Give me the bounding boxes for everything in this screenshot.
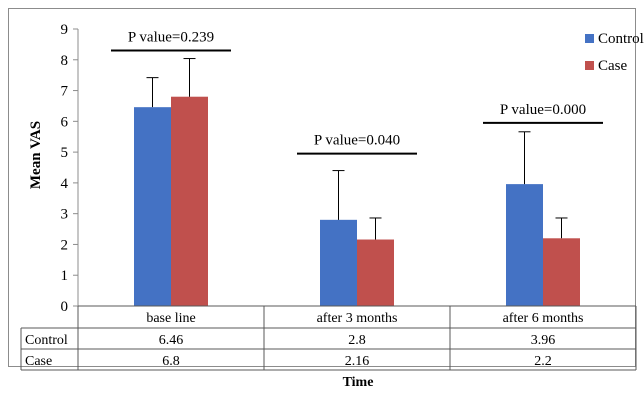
table-cell: 2.8 (348, 333, 366, 348)
legend-label-control: Control (598, 31, 644, 47)
legend-label-case: Case (598, 58, 628, 74)
bar-case-1 (357, 239, 394, 306)
bar-case-0 (171, 96, 208, 306)
annotations-group: P value=0.239 P value=0.040 P value=0.000 (111, 30, 603, 155)
p-value-label: P value=0.000 (500, 102, 586, 118)
bar-case-2 (543, 238, 580, 306)
y-axis-label: Mean VAS (28, 121, 44, 189)
chart-frame (8, 8, 636, 367)
y-tick-label: 4 (61, 176, 69, 192)
y-tick-label: 0 (61, 299, 69, 315)
y-tick-label: 5 (61, 145, 69, 161)
table-row-label: Case (25, 354, 52, 369)
y-tick-label: 3 (61, 207, 69, 223)
y-tick-label: 1 (61, 268, 69, 284)
table-cell: 2.2 (534, 354, 552, 369)
bars-group (134, 58, 580, 306)
table-header-cell: base line (146, 311, 195, 326)
table-header-cell: after 6 months (503, 311, 584, 326)
legend: Control Case (585, 31, 644, 74)
y-tick-label: 7 (61, 84, 69, 100)
table-cell: 2.16 (345, 354, 370, 369)
y-axis: 0 1 2 3 4 5 6 7 8 9 (61, 22, 79, 315)
bar-control-2 (506, 184, 543, 306)
y-tick-label: 9 (61, 22, 69, 38)
table-row-label: Control (25, 333, 68, 348)
table-cell: 6.46 (159, 333, 184, 348)
x-axis-label: Time (343, 375, 374, 390)
table-cell: 3.96 (531, 333, 556, 348)
legend-swatch-case (585, 61, 594, 70)
data-table: base line after 3 months after 6 months Con… (20, 305, 637, 371)
legend-swatch-control (585, 34, 594, 43)
y-tick-label: 6 (61, 114, 69, 130)
p-value-label: P value=0.040 (314, 133, 400, 149)
bar-control-1 (320, 219, 357, 306)
y-tick-label: 2 (61, 237, 69, 253)
y-tick-label: 8 (61, 53, 69, 69)
table-cell: 6.8 (162, 354, 180, 369)
table-header-cell: after 3 months (317, 311, 398, 326)
p-value-label: P value=0.239 (128, 30, 214, 46)
bar-control-0 (134, 107, 171, 306)
